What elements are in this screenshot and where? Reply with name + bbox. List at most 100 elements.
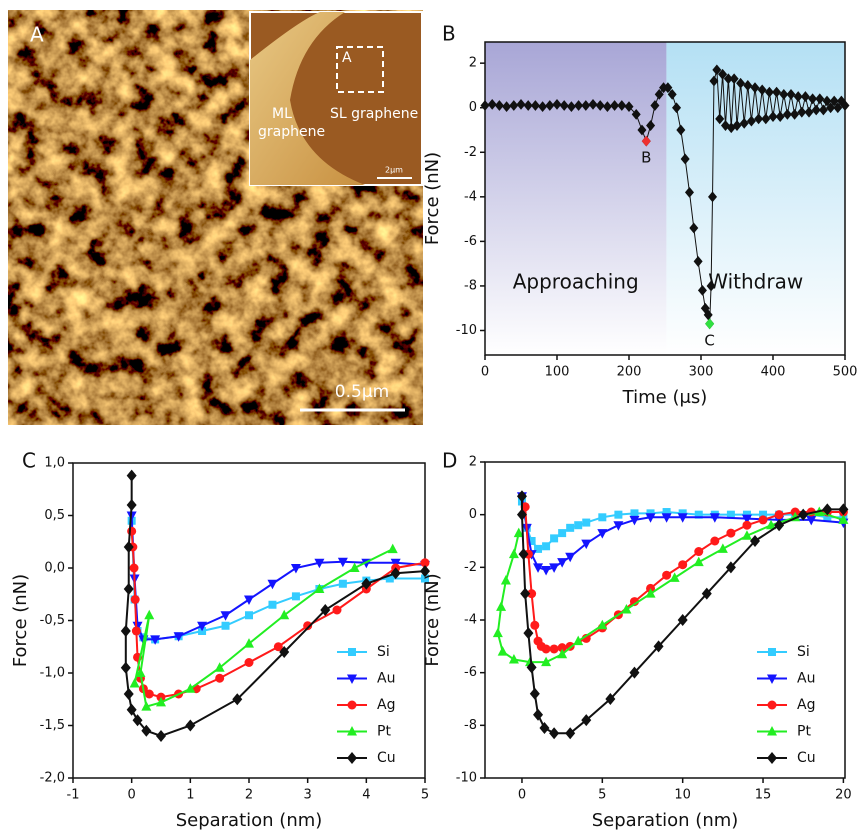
data-point (621, 603, 632, 614)
legend-marker (767, 752, 777, 764)
data-point (549, 563, 560, 573)
data-point (273, 642, 283, 652)
data-point (574, 100, 584, 111)
data-point (232, 693, 243, 706)
data-point (131, 626, 141, 636)
data-point (840, 100, 850, 111)
data-point (588, 98, 598, 110)
data-point (732, 120, 742, 131)
scale-label: 0.5μm (335, 382, 389, 402)
inset-marker-box (336, 46, 384, 93)
x-tick-label: 2 (245, 788, 253, 803)
data-point (761, 113, 771, 125)
data-point (717, 543, 728, 553)
data-point (496, 601, 507, 611)
data-point (549, 727, 560, 740)
data-point (127, 526, 137, 536)
legend-label: Au (377, 671, 395, 687)
data-point (654, 88, 664, 100)
data-point (126, 499, 137, 511)
data-point (526, 661, 537, 674)
data-point (197, 621, 208, 632)
ml-region (250, 12, 365, 185)
data-point (523, 627, 534, 640)
legend-marker (348, 648, 356, 656)
data-point (743, 80, 753, 91)
data-point (566, 523, 575, 532)
data-point (494, 100, 504, 111)
data-point (650, 100, 660, 111)
data-point (764, 86, 774, 98)
region (485, 42, 667, 355)
y-tick-label: 0 (469, 507, 477, 522)
y-axis-title: Force (nN) (422, 573, 443, 666)
data-point (750, 82, 760, 94)
data-point (500, 575, 511, 585)
data-point (726, 510, 735, 519)
x-tick-label: 0 (518, 788, 526, 803)
legend-marker (767, 674, 777, 684)
data-point (598, 513, 607, 522)
y-tick-label: 2 (469, 56, 477, 71)
data-point (492, 627, 503, 638)
data-point (513, 527, 524, 538)
data-point (774, 519, 785, 532)
data-point (693, 556, 704, 567)
data-point (779, 88, 789, 100)
data-point (518, 548, 529, 561)
data-point (215, 673, 225, 683)
panel-label: B (442, 22, 456, 46)
data-point (741, 530, 752, 540)
data-point (385, 574, 394, 583)
data-point (120, 625, 131, 637)
data-point (144, 689, 154, 699)
data-point (338, 579, 347, 588)
data-point (244, 658, 254, 667)
data-point (421, 574, 429, 583)
y-tick-label: -8 (464, 278, 477, 293)
data-point (768, 111, 778, 123)
data-point (653, 640, 664, 653)
legend-marker (767, 726, 777, 736)
data-point (684, 186, 694, 198)
legend-label: Pt (797, 724, 811, 740)
y-axis-title: Force (nN) (422, 152, 443, 245)
x-tick-label: -1 (67, 788, 80, 803)
y-tick-label: -1,5 (40, 718, 65, 733)
data-point (582, 518, 591, 527)
data-point (597, 529, 608, 539)
data-point (549, 644, 559, 654)
y-tick-label: -1,0 (40, 666, 65, 681)
data-point (314, 583, 325, 593)
data-point (320, 604, 331, 616)
data-point (550, 534, 559, 543)
y-tick-label: 0,5 (44, 508, 65, 523)
y-tick-label: -4 (464, 189, 477, 204)
data-point (156, 730, 166, 742)
inset: A ML graphene SL graphene 2μm (249, 11, 423, 186)
legend-label: Si (797, 644, 810, 660)
y-tick-label: -8 (464, 718, 477, 733)
data-point (420, 565, 430, 578)
data-point (349, 562, 360, 572)
region-label: Withdraw (708, 270, 803, 294)
x-tick-label: 20 (835, 788, 852, 803)
data-point (244, 638, 254, 648)
data-point (538, 101, 548, 113)
x-tick-label: 5 (421, 788, 429, 803)
y-tick-label: 1,0 (44, 456, 65, 471)
data-point (516, 508, 527, 521)
data-point (558, 529, 567, 538)
data-point (390, 567, 401, 580)
data-point (541, 644, 551, 654)
data-point (726, 122, 736, 134)
data-point (726, 528, 736, 538)
data-point (245, 611, 253, 620)
annotation: B (641, 149, 651, 167)
data-point (566, 101, 576, 113)
data-point (790, 109, 800, 120)
legend-marker (347, 674, 357, 684)
data-point (520, 587, 531, 600)
x-tick-label: 100 (545, 365, 570, 380)
legend-label: Ag (377, 697, 395, 713)
